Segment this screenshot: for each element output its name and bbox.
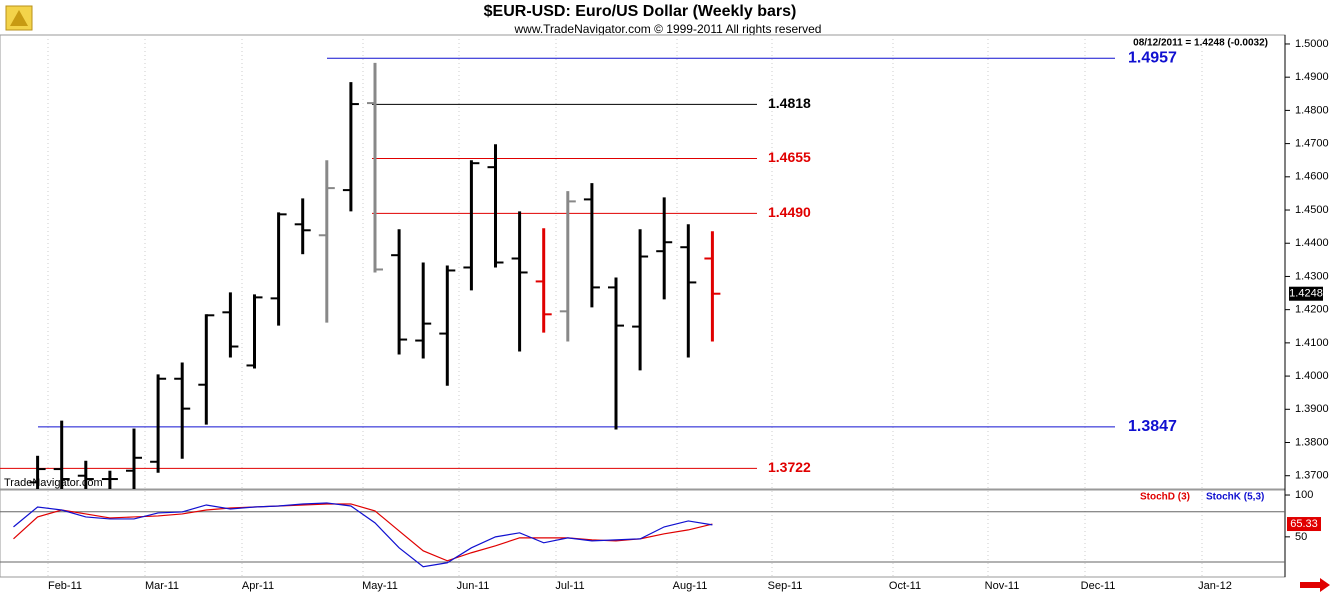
legend-entry: StochD (3) <box>1140 492 1190 503</box>
watermark: TradeNavigator.com <box>4 477 103 489</box>
month-label: Apr-11 <box>242 580 274 592</box>
last-price-box <box>1289 286 1323 301</box>
y-tick-label: 1.4100 <box>1295 337 1329 349</box>
month-label: Dec-11 <box>1081 580 1116 592</box>
y-tick-label: 1.5000 <box>1295 38 1329 50</box>
month-label: Jan-12 <box>1198 580 1232 592</box>
month-label: Jun-11 <box>457 580 490 592</box>
level-label: 1.4490 <box>768 204 811 220</box>
y-tick-label: 1.4600 <box>1295 171 1329 183</box>
y-tick-label: 1.4400 <box>1295 237 1329 249</box>
y-tick-label: 1.4700 <box>1295 138 1329 150</box>
info: 08/12/2011 = 1.4248 (-0.0032) <box>1133 38 1268 49</box>
month-label: Aug-11 <box>673 580 708 592</box>
stoch-line <box>13 502 713 568</box>
price-plot <box>0 57 1115 489</box>
level-label: 1.3847 <box>1128 418 1177 435</box>
y-tick-label: 1.4500 <box>1295 204 1329 216</box>
month-label: Jul-11 <box>555 580 584 592</box>
legend-entry: StochK (5,3) <box>1206 492 1264 503</box>
level-label: 1.4818 <box>768 95 811 111</box>
title: $EUR-USD: Euro/US Dollar (Weekly bars) <box>484 3 797 20</box>
month-label: May-11 <box>362 580 398 592</box>
level-label: 1.4655 <box>768 149 811 165</box>
stoch-value: 65.33 <box>1290 518 1318 530</box>
month-label: Nov-11 <box>985 580 1020 592</box>
y-tick-label: 1.3700 <box>1295 470 1329 482</box>
subtitle: www.TradeNavigator.com © 1999-2011 All r… <box>514 22 822 36</box>
last-price: 1.4248 <box>1289 288 1323 300</box>
month-label: Feb-11 <box>48 580 82 592</box>
stoch-plot <box>13 502 713 568</box>
stoch-line <box>13 503 713 562</box>
y-tick-label: 100 <box>1295 489 1313 501</box>
level-label: 1.4957 <box>1128 49 1177 66</box>
scroll-arrow[interactable] <box>1300 578 1330 592</box>
y-tick-label: 1.3800 <box>1295 436 1329 448</box>
month-label: Oct-11 <box>889 580 921 592</box>
logo <box>5 5 33 31</box>
y-tick-label: 1.4000 <box>1295 370 1329 382</box>
y-tick-label: 1.4800 <box>1295 104 1329 116</box>
month-label: Mar-11 <box>145 580 179 592</box>
month-label: Sep-11 <box>768 580 803 592</box>
level-label: 1.3722 <box>768 459 811 475</box>
y-tick-label: 1.3900 <box>1295 403 1329 415</box>
y-tick-label: 1.4300 <box>1295 270 1329 282</box>
y-tick-label: 1.4900 <box>1295 71 1329 83</box>
y-tick-label: 50 <box>1295 531 1307 543</box>
stoch-value-box <box>1287 517 1321 532</box>
y-tick-label: 1.4200 <box>1295 304 1329 316</box>
